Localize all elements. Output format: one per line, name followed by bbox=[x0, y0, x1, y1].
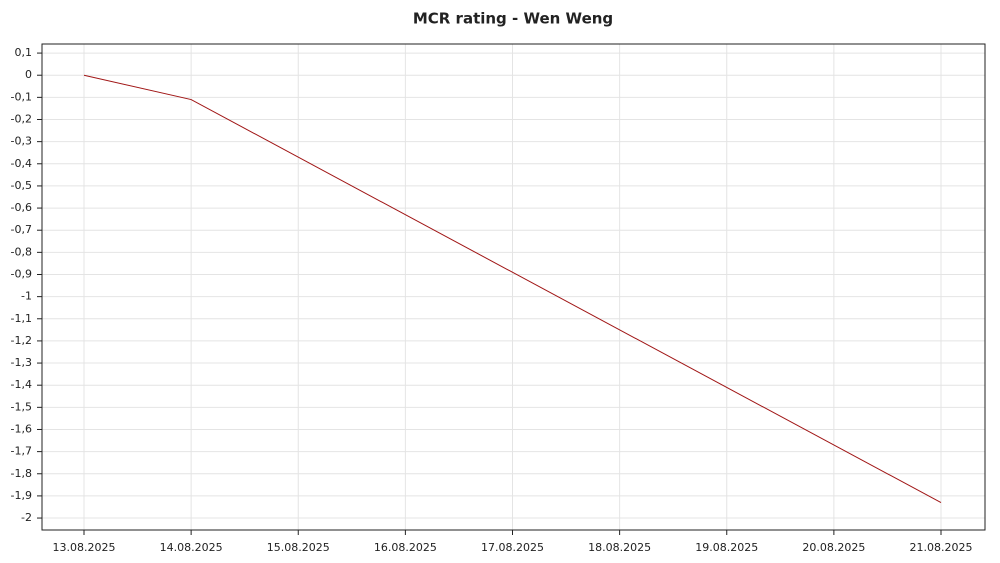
x-tick-label: 20.08.2025 bbox=[802, 541, 865, 554]
y-tick-label: -0,4 bbox=[11, 157, 32, 170]
x-tick-label: 19.08.2025 bbox=[695, 541, 758, 554]
line-series bbox=[83, 74, 942, 503]
y-tick-label: -1,8 bbox=[11, 467, 32, 480]
y-tick-label: -1,2 bbox=[11, 334, 32, 347]
y-tick-label: -1,7 bbox=[11, 445, 32, 458]
y-tick-label: -0,1 bbox=[11, 90, 32, 103]
plot-frame bbox=[41, 43, 986, 531]
y-tick-label: -1,3 bbox=[11, 356, 32, 369]
y-tick-label: -0,2 bbox=[11, 113, 32, 126]
x-tick-label: 17.08.2025 bbox=[481, 541, 544, 554]
y-tick-label: -0,6 bbox=[11, 201, 32, 214]
y-tick-label: -0,7 bbox=[11, 223, 32, 236]
y-tick-label: -1,1 bbox=[11, 312, 32, 325]
x-tick-label: 16.08.2025 bbox=[374, 541, 437, 554]
y-tick-label: 0 bbox=[25, 68, 32, 81]
y-tick-label: -0,5 bbox=[11, 179, 32, 192]
y-tick-label: -0,3 bbox=[11, 135, 32, 148]
x-tick-label: 14.08.2025 bbox=[160, 541, 223, 554]
y-tick-label: -1,4 bbox=[11, 378, 32, 391]
y-tick-label: -0,9 bbox=[11, 267, 32, 280]
y-tick-label: 0,1 bbox=[15, 46, 33, 59]
chart-title: MCR rating - Wen Weng bbox=[413, 10, 613, 28]
y-tick-label: -1,9 bbox=[11, 489, 32, 502]
y-tick-label: -0,8 bbox=[11, 245, 32, 258]
y-tick-label: -1,6 bbox=[11, 422, 32, 435]
y-tick-label: -1 bbox=[21, 290, 32, 303]
y-tick-label: -1,5 bbox=[11, 400, 32, 413]
y-tick-label: -2 bbox=[21, 511, 32, 524]
x-tick-label: 21.08.2025 bbox=[910, 541, 973, 554]
x-tick-label: 18.08.2025 bbox=[588, 541, 651, 554]
x-tick-label: 15.08.2025 bbox=[267, 541, 330, 554]
x-tick-label: 13.08.2025 bbox=[53, 541, 116, 554]
